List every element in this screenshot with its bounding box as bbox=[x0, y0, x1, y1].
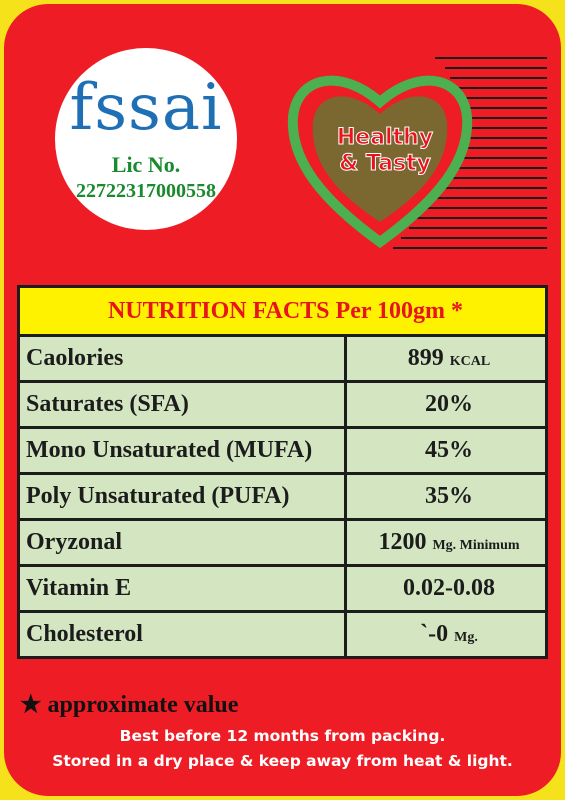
table-row: Caolories 899 KCAL bbox=[17, 334, 548, 383]
license-number: 22722317000558 bbox=[76, 180, 216, 202]
row-label: Saturates (SFA) bbox=[17, 380, 347, 429]
row-label: Caolories bbox=[17, 334, 347, 383]
row-label: Oryzonal bbox=[17, 518, 347, 567]
table-row: Saturates (SFA) 20% bbox=[17, 380, 548, 429]
row-value-cell: 35% bbox=[344, 472, 548, 521]
row-value: 20% bbox=[425, 391, 473, 417]
stripes bbox=[393, 57, 547, 249]
row-value-cell: 1200 Mg. Minimum bbox=[344, 518, 548, 567]
approx-note: ★ approximate value bbox=[20, 692, 239, 718]
table-row: Vitamin E 0.02-0.08 bbox=[17, 564, 548, 613]
license-label: Lic No. bbox=[111, 152, 181, 177]
row-value-cell: 45% bbox=[344, 426, 548, 475]
row-label: Poly Unsaturated (PUFA) bbox=[17, 472, 347, 521]
row-value: 35% bbox=[425, 483, 473, 509]
row-value-cell: 20% bbox=[344, 380, 548, 429]
badge-line-2: & Tasty bbox=[339, 151, 431, 176]
table-row: Mono Unsaturated (MUFA) 45% bbox=[17, 426, 548, 475]
fssai-badge: fssai Lic No. 22722317000558 bbox=[55, 48, 237, 230]
row-value-cell: `-0 Mg. bbox=[344, 610, 548, 659]
heart-fill bbox=[312, 96, 448, 222]
row-value: 0.02-0.08 bbox=[403, 575, 495, 601]
table-row: Poly Unsaturated (PUFA) 35% bbox=[17, 472, 548, 521]
row-label: Vitamin E bbox=[17, 564, 347, 613]
storage: Stored in a dry place & keep away from h… bbox=[52, 752, 513, 770]
row-unit: Mg. bbox=[454, 630, 478, 645]
row-value: 1200 bbox=[378, 529, 427, 555]
row-unit: Mg. Minimum bbox=[432, 538, 520, 553]
row-label: Cholesterol bbox=[17, 610, 347, 659]
table-header: NUTRITION FACTS Per 100gm * bbox=[17, 285, 548, 337]
row-unit: KCAL bbox=[449, 354, 491, 369]
nutrition-table: NUTRITION FACTS Per 100gm * Caolories 899… bbox=[17, 285, 548, 659]
table-row: Cholesterol `-0 Mg. bbox=[17, 610, 548, 659]
badge-line-1: Healthy bbox=[337, 125, 433, 150]
row-value: 899 bbox=[407, 345, 444, 371]
row-value: `-0 bbox=[420, 621, 449, 647]
fssai-logo: fssai bbox=[69, 71, 223, 145]
row-label: Mono Unsaturated (MUFA) bbox=[17, 426, 347, 475]
row-value-cell: 0.02-0.08 bbox=[344, 564, 548, 613]
table-row: Oryzonal 1200 Mg. Minimum bbox=[17, 518, 548, 567]
healthy-tasty-badge: Healthy & Tasty bbox=[287, 57, 547, 249]
best-before: Best before 12 months from packing. bbox=[119, 727, 446, 745]
row-value: 45% bbox=[425, 437, 473, 463]
row-value-cell: 899 KCAL bbox=[344, 334, 548, 383]
